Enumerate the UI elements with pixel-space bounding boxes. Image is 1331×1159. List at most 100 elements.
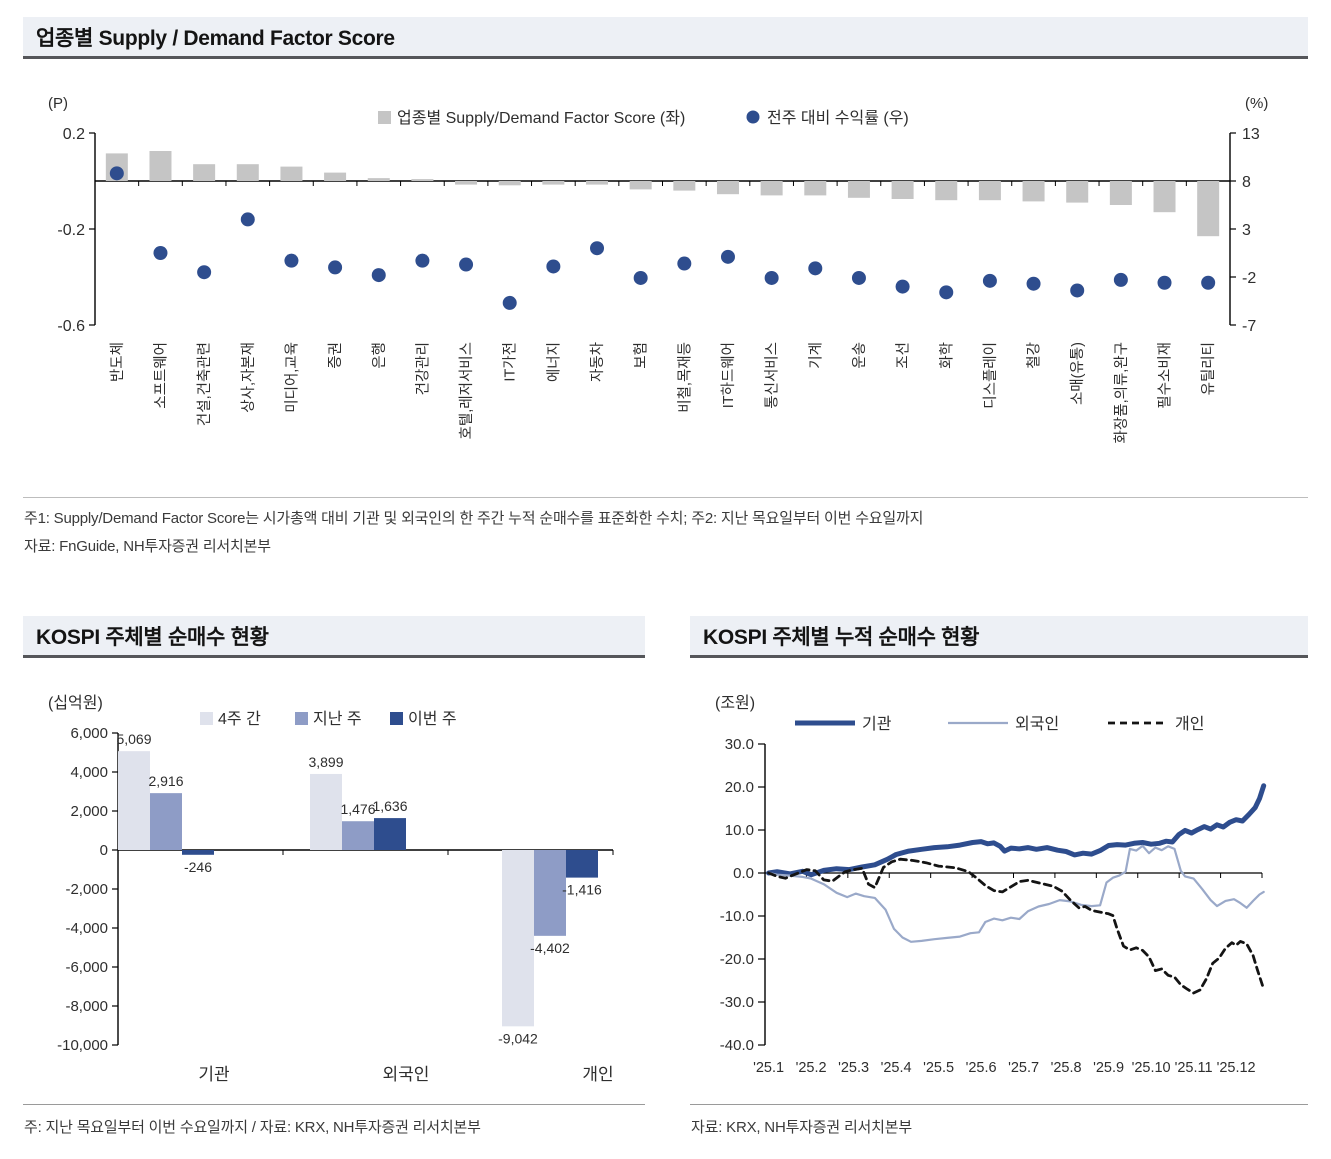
group-label: 기관 <box>198 1065 229 1084</box>
factor-score-bar <box>891 181 914 199</box>
weekly-return-dot <box>720 249 735 264</box>
sector-label: 소매(유통) <box>1069 342 1086 405</box>
factor-score-bar <box>236 164 259 181</box>
net-buy-bar <box>502 850 534 1027</box>
group-label: 외국인 <box>383 1065 430 1084</box>
x-tick-label: '25.10 <box>1132 1060 1171 1076</box>
sector-factor-score-chart: (P) (%) 업종별 Supply/Demand Factor Score (좌)… <box>48 95 1268 443</box>
legend-bar-label: 업종별 Supply/Demand Factor Score (좌) <box>397 109 685 127</box>
panel1-header: 업종별 Supply / Demand Factor Score <box>23 17 1308 59</box>
sector-label: 기계 <box>807 342 824 369</box>
panel1-title: 업종별 Supply / Demand Factor Score <box>36 26 395 50</box>
net-buy-bar <box>534 850 566 936</box>
factor-score-bar <box>760 181 783 196</box>
factor-score-bar <box>542 181 565 185</box>
weekly-return-dot <box>851 270 866 285</box>
sector-label: IT가전 <box>502 342 519 382</box>
sector-label: 미디어,교육 <box>283 342 300 413</box>
kospi-cumulative-line-chart: (조원) 기관 외국인 개인 30.0 20.0 10.0 0.0 -10.0 -20.0 -30.… <box>715 694 1267 1076</box>
weekly-return-dot <box>371 268 386 283</box>
bar-value-label: 2,916 <box>148 773 183 789</box>
sector-label: 건설,건축관련 <box>196 342 213 426</box>
sector-label: 통신서비스 <box>764 342 781 409</box>
sector-label: 비철,목재등 <box>676 342 693 413</box>
legend-label: 지난 주 <box>313 710 362 728</box>
sector-label: 보험 <box>633 342 650 369</box>
sector-label: 화학 <box>938 342 955 369</box>
weekly-return-dot <box>546 259 561 274</box>
sector-label: 호텔,레저서비스 <box>458 342 475 439</box>
sector-label: 건강관리 <box>414 342 431 395</box>
svg-text:-30.0: -30.0 <box>720 994 754 1011</box>
svg-text:-2: -2 <box>1242 270 1256 287</box>
series-외국인 <box>767 844 1265 943</box>
bar-value-label: 1,476 <box>340 801 375 817</box>
bar-value-label: 1,636 <box>372 798 407 814</box>
panel3-footnote: 자료: KRX, NH투자증권 리서치본부 <box>691 1119 912 1136</box>
axis-unit: (십억원) <box>48 694 103 712</box>
factor-score-bar <box>455 181 478 185</box>
factor-score-bar <box>367 178 390 181</box>
x-tick-label: '25.4 <box>881 1060 912 1076</box>
sector-label: 은행 <box>371 342 388 369</box>
legend-dot-swatch <box>746 110 760 124</box>
sector-label: 소프트웨어 <box>152 342 169 409</box>
legend-label: 외국인 <box>1015 715 1059 733</box>
legend-label: 기관 <box>862 715 892 733</box>
factor-score-bar <box>193 164 216 181</box>
legend-label: 이번 주 <box>408 710 457 728</box>
left-axis-unit: (P) <box>48 95 68 112</box>
svg-text:0: 0 <box>100 842 108 859</box>
x-tick-label: '25.6 <box>966 1060 997 1076</box>
svg-text:-6,000: -6,000 <box>65 959 108 976</box>
svg-text:2,000: 2,000 <box>70 803 108 820</box>
series-기관 <box>766 783 1267 878</box>
weekly-return-dot <box>240 212 255 227</box>
svg-text:-7: -7 <box>1242 318 1256 335</box>
weekly-return-dot <box>677 256 692 271</box>
legend-bar-swatch <box>378 111 391 124</box>
net-buy-bar <box>150 793 182 850</box>
svg-text:8: 8 <box>1242 174 1251 191</box>
factor-score-bar <box>978 181 1001 201</box>
x-tick-label: '25.3 <box>838 1060 869 1076</box>
factor-score-bar <box>149 151 172 181</box>
weekly-return-dot <box>153 246 168 260</box>
factor-score-bar <box>1066 181 1089 203</box>
net-buy-bar <box>374 818 406 850</box>
weekly-return-dot <box>1070 283 1085 298</box>
weekly-return-dot <box>197 265 212 280</box>
x-tick-label: '25.5 <box>923 1060 954 1076</box>
weekly-return-dot <box>459 257 474 272</box>
legend-label: 4주 간 <box>218 710 261 728</box>
net-buy-bar <box>310 773 342 850</box>
x-tick-label: '25.1 <box>753 1060 784 1076</box>
sector-label: IT하드웨어 <box>720 342 737 408</box>
x-tick-label: '25.2 <box>796 1060 827 1076</box>
sector-label: 유틸리티 <box>1200 342 1217 395</box>
panel3-header: KOSPI 주체별 누적 순매수 현황 <box>690 616 1308 658</box>
factor-score-bar <box>411 179 434 181</box>
factor-score-bar <box>586 181 609 185</box>
bar-value-label: -246 <box>184 859 212 875</box>
bar-value-label: 5,069 <box>116 731 151 747</box>
sector-label: 운송 <box>851 342 868 369</box>
weekly-return-dot <box>1157 275 1172 290</box>
weekly-return-dot <box>109 166 124 181</box>
sector-label: 증권 <box>327 342 344 369</box>
svg-text:-10.0: -10.0 <box>720 908 754 925</box>
sector-label: 필수소비재 <box>1157 342 1174 409</box>
panel3-divider <box>690 1104 1308 1105</box>
factor-score-bar <box>1197 181 1220 237</box>
sector-label: 화장품,의류,완구 <box>1113 342 1130 443</box>
factor-score-bar <box>1109 181 1132 205</box>
svg-text:0.0: 0.0 <box>733 865 754 882</box>
bar-value-label: -1,416 <box>562 882 602 898</box>
svg-text:-8,000: -8,000 <box>65 998 108 1015</box>
sector-label: 철강 <box>1026 342 1043 369</box>
factor-score-bar <box>804 181 827 196</box>
x-tick-label: '25.12 <box>1217 1060 1256 1076</box>
x-tick-label: '25.8 <box>1051 1060 1082 1076</box>
sector-label: 디스플레이 <box>982 342 999 409</box>
